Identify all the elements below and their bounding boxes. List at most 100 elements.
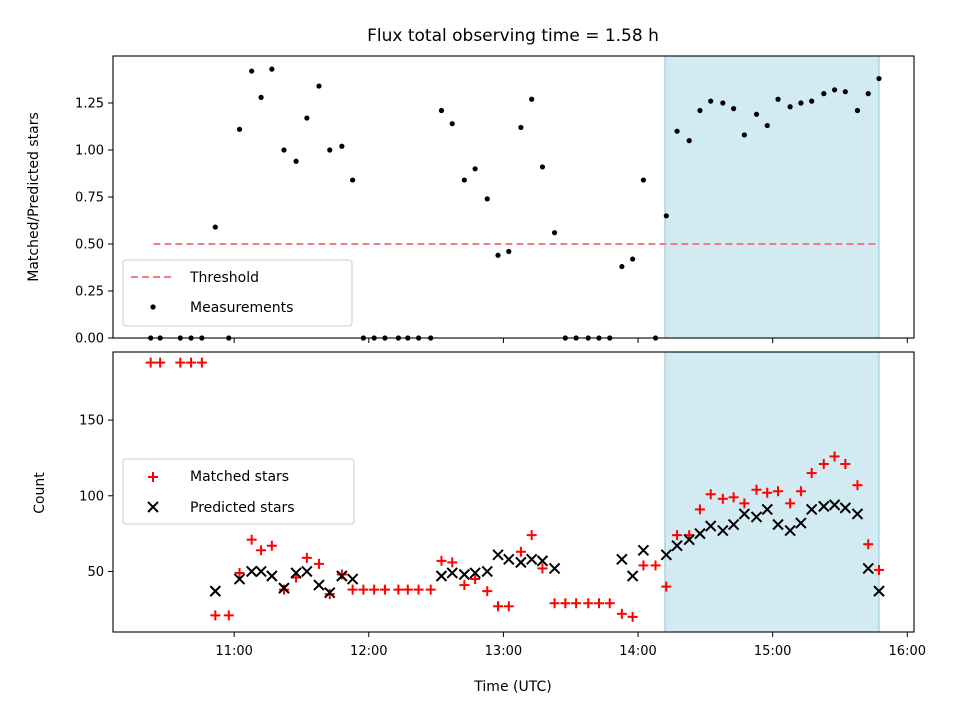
matched-star-point	[863, 539, 874, 550]
predicted-star-point	[245, 565, 258, 578]
measurement-point	[842, 89, 848, 95]
predicted-star-point	[660, 549, 673, 561]
matched-star-point	[393, 584, 404, 595]
measurement-point	[821, 91, 827, 97]
matched-star-point	[336, 569, 347, 580]
measurement-point	[630, 256, 636, 262]
predicted-star-point	[795, 517, 807, 529]
measurement-point	[551, 230, 558, 236]
matched-star-point	[829, 451, 840, 462]
y-tick-label: 50	[87, 565, 104, 580]
measurement-point	[731, 106, 737, 112]
chart-title: Flux total observing time = 1.58 h	[367, 26, 659, 46]
measurement-point	[461, 177, 467, 183]
measurement-point	[831, 87, 838, 93]
ratio-y-ticks: 0.00 0.25 0.50 0.75 1.00 1.25	[75, 97, 113, 347]
count-x-ticks: 11:00 12:00 13:00 14:00 15:00 16:00	[215, 632, 926, 659]
predicted-star-point	[839, 502, 852, 514]
measurement-point	[518, 124, 524, 131]
matched-star-point	[739, 498, 750, 509]
x-tick-label: 16:00	[889, 644, 926, 659]
matched-star-point	[447, 557, 458, 568]
matched-star-point	[537, 563, 548, 574]
measurement-point	[327, 147, 333, 153]
y-tick-label: 0.75	[75, 191, 104, 206]
predicted-star-point	[671, 540, 683, 552]
count-y-axis-label: Count	[32, 472, 48, 514]
measurement-point	[708, 98, 714, 104]
matched-star-point	[369, 584, 380, 595]
matched-star-point	[278, 584, 289, 595]
matched-star-point	[301, 552, 312, 563]
predicted-star-point	[705, 520, 717, 532]
predicted-star-point	[481, 565, 493, 578]
predicted-star-point	[278, 582, 290, 594]
predicted-legend-label: Predicted stars	[190, 500, 295, 516]
predicted-star-point	[750, 511, 763, 523]
matched-star-point	[379, 584, 390, 595]
matched-star-point	[436, 555, 447, 566]
measurement-point	[663, 213, 669, 219]
matched-star-point	[482, 586, 493, 597]
matched-star-point	[773, 486, 784, 497]
predicted-star-point	[209, 585, 222, 597]
predicted-star-point	[525, 553, 538, 566]
matched-star-point	[196, 357, 207, 368]
x-tick-label: 15:00	[754, 644, 791, 659]
ratio-legend-box	[122, 259, 353, 327]
measurement-point	[865, 91, 871, 97]
matched-star-point	[627, 611, 638, 622]
predicted-star-point	[266, 570, 278, 582]
measurement-point	[854, 107, 861, 114]
matched-star-point	[155, 357, 166, 368]
measurement-point	[876, 75, 882, 82]
measurements-legend-swatch	[150, 304, 156, 310]
predicted-star-point	[435, 570, 448, 582]
matched-star-point	[324, 589, 335, 600]
matched-star-point	[549, 598, 560, 609]
y-tick-label: 1.00	[75, 144, 104, 159]
matched-star-point	[728, 492, 739, 503]
x-tick-label: 14:00	[619, 644, 656, 659]
measurement-point	[472, 166, 478, 172]
matched-star-point	[413, 584, 424, 595]
x-tick-label: 13:00	[485, 644, 522, 659]
measurement-point	[293, 158, 299, 164]
measurement-point	[506, 248, 512, 255]
matched-star-point	[751, 484, 762, 495]
ratio-x-ticks	[233, 338, 908, 343]
measurement-point	[495, 252, 501, 258]
x-axis-label: Time (UTC)	[473, 679, 551, 695]
matched-star-point	[560, 598, 571, 609]
predicted-star-point	[873, 585, 885, 597]
measurement-point	[741, 132, 747, 138]
predicted-star-point	[626, 570, 639, 582]
predicted-star-point	[616, 553, 628, 566]
predicted-star-point	[828, 499, 841, 511]
count-y-ticks: 50 100 150	[79, 414, 113, 580]
observing-window-shade	[664, 55, 880, 339]
matched-star-point	[266, 540, 277, 551]
predicted-star-point	[290, 567, 302, 579]
predicted-star-point	[446, 567, 458, 579]
predicted-star-point	[851, 508, 864, 520]
ratio-axes-frame	[112, 55, 915, 339]
predicted-star-point	[717, 524, 729, 537]
predicted-star-point	[301, 565, 313, 578]
ratio-y-axis-label: Matched/Predicted stars	[26, 112, 42, 282]
matched-star-point	[806, 468, 817, 479]
measurement-point	[212, 224, 218, 230]
matched-legend-label: Matched stars	[190, 469, 289, 485]
predicted-star-point	[784, 524, 796, 537]
predicted-star-point	[805, 503, 818, 516]
matched-star-point	[470, 574, 481, 585]
measurement-point	[449, 121, 455, 127]
predicted-star-point	[492, 549, 504, 561]
measurement-point	[539, 164, 546, 170]
measurement-point	[674, 128, 680, 134]
matched-star-point	[526, 530, 537, 541]
matched-legend-marker	[148, 472, 158, 482]
matched-star-point	[604, 598, 615, 609]
measurement-point	[269, 66, 275, 72]
